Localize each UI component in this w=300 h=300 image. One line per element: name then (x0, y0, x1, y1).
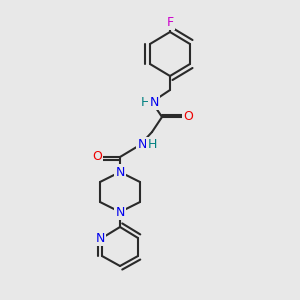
Text: N: N (115, 206, 125, 218)
Text: H: H (140, 95, 150, 109)
Text: F: F (167, 16, 174, 28)
Text: O: O (92, 151, 102, 164)
Text: H: H (147, 139, 157, 152)
Text: O: O (183, 110, 193, 124)
Text: N: N (149, 95, 159, 109)
Text: N: N (95, 232, 105, 244)
Text: N: N (115, 166, 125, 178)
Text: N: N (137, 139, 147, 152)
